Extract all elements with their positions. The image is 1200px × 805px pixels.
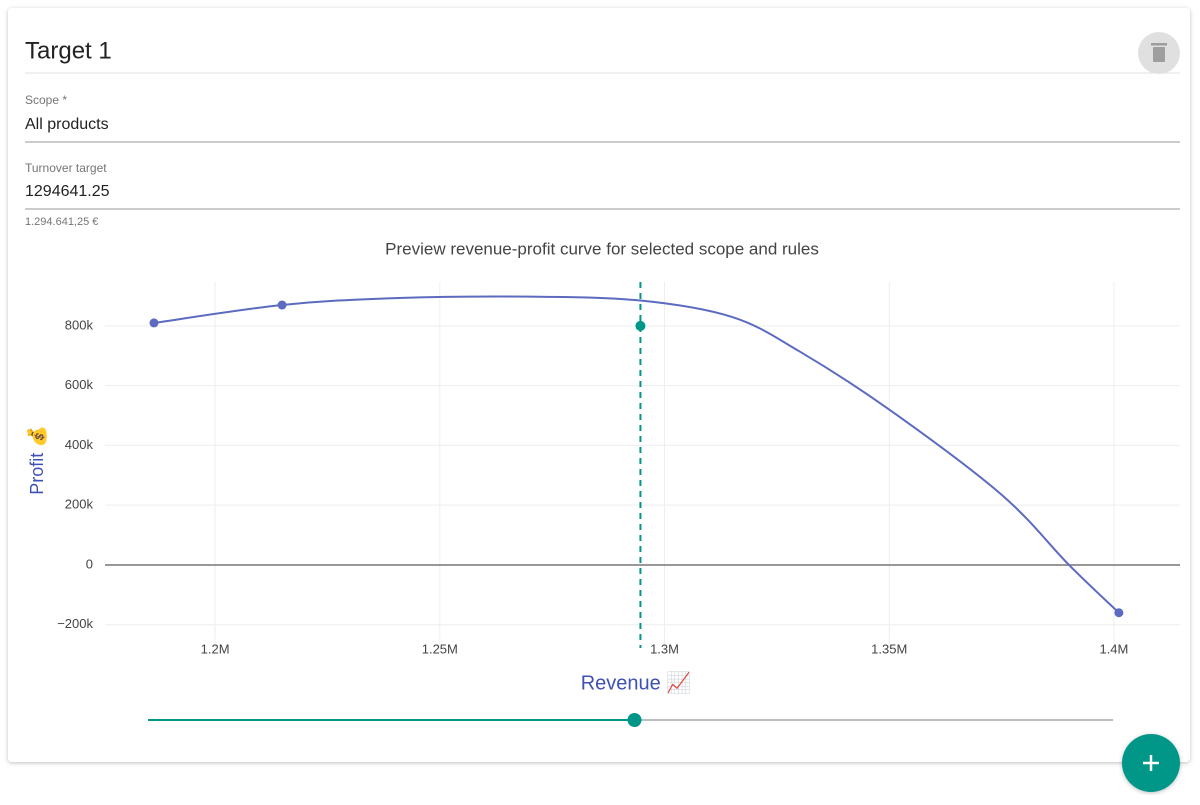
card-title: Target 1 bbox=[25, 37, 112, 64]
x-tick-label: 1.3M bbox=[650, 641, 679, 656]
y-tick-label: 200k bbox=[65, 497, 94, 512]
y-tick-label: 800k bbox=[65, 317, 94, 332]
y-axis-label: Profit 💰 bbox=[26, 425, 48, 494]
add-button[interactable] bbox=[1122, 734, 1180, 792]
x-axis-label: Revenue 📈 bbox=[581, 670, 692, 694]
slider-thumb[interactable] bbox=[627, 713, 642, 727]
x-tick-label: 1.2M bbox=[201, 641, 230, 656]
field-label: Turnover target bbox=[25, 161, 107, 175]
x-tick-label: 1.4M bbox=[1099, 641, 1128, 656]
curve-point bbox=[149, 318, 159, 328]
chart-title: Preview revenue-profit curve for selecte… bbox=[385, 239, 819, 258]
y-tick-label: 0 bbox=[86, 556, 93, 571]
field-value: 1294641.25 bbox=[25, 183, 110, 200]
card bbox=[8, 8, 1190, 762]
scope-field[interactable]: Scope * All products bbox=[25, 93, 1180, 143]
target-point bbox=[635, 320, 646, 331]
y-tick-label: 600k bbox=[65, 377, 94, 392]
turnover-field[interactable]: Turnover target 1294641.25 bbox=[25, 161, 1180, 210]
curve bbox=[153, 295, 1120, 614]
y-tick-label: 400k bbox=[65, 437, 94, 452]
delete-button[interactable] bbox=[1138, 32, 1180, 74]
x-tick-label: 1.25M bbox=[422, 641, 458, 656]
y-tick-label: −200k bbox=[57, 616, 93, 631]
curve-point bbox=[1114, 608, 1124, 618]
field-value: All products bbox=[25, 116, 109, 133]
x-tick-label: 1.35M bbox=[871, 641, 907, 656]
slider[interactable] bbox=[148, 713, 1113, 727]
field-helper: 1.294.641,25 € bbox=[25, 216, 98, 228]
curve-point bbox=[277, 300, 287, 310]
field-label: Scope * bbox=[25, 93, 67, 107]
plot: 1.2M 1.25M 1.3M 1.35M 1.4M −200k 0 200k 400k 600k… bbox=[57, 282, 1180, 656]
